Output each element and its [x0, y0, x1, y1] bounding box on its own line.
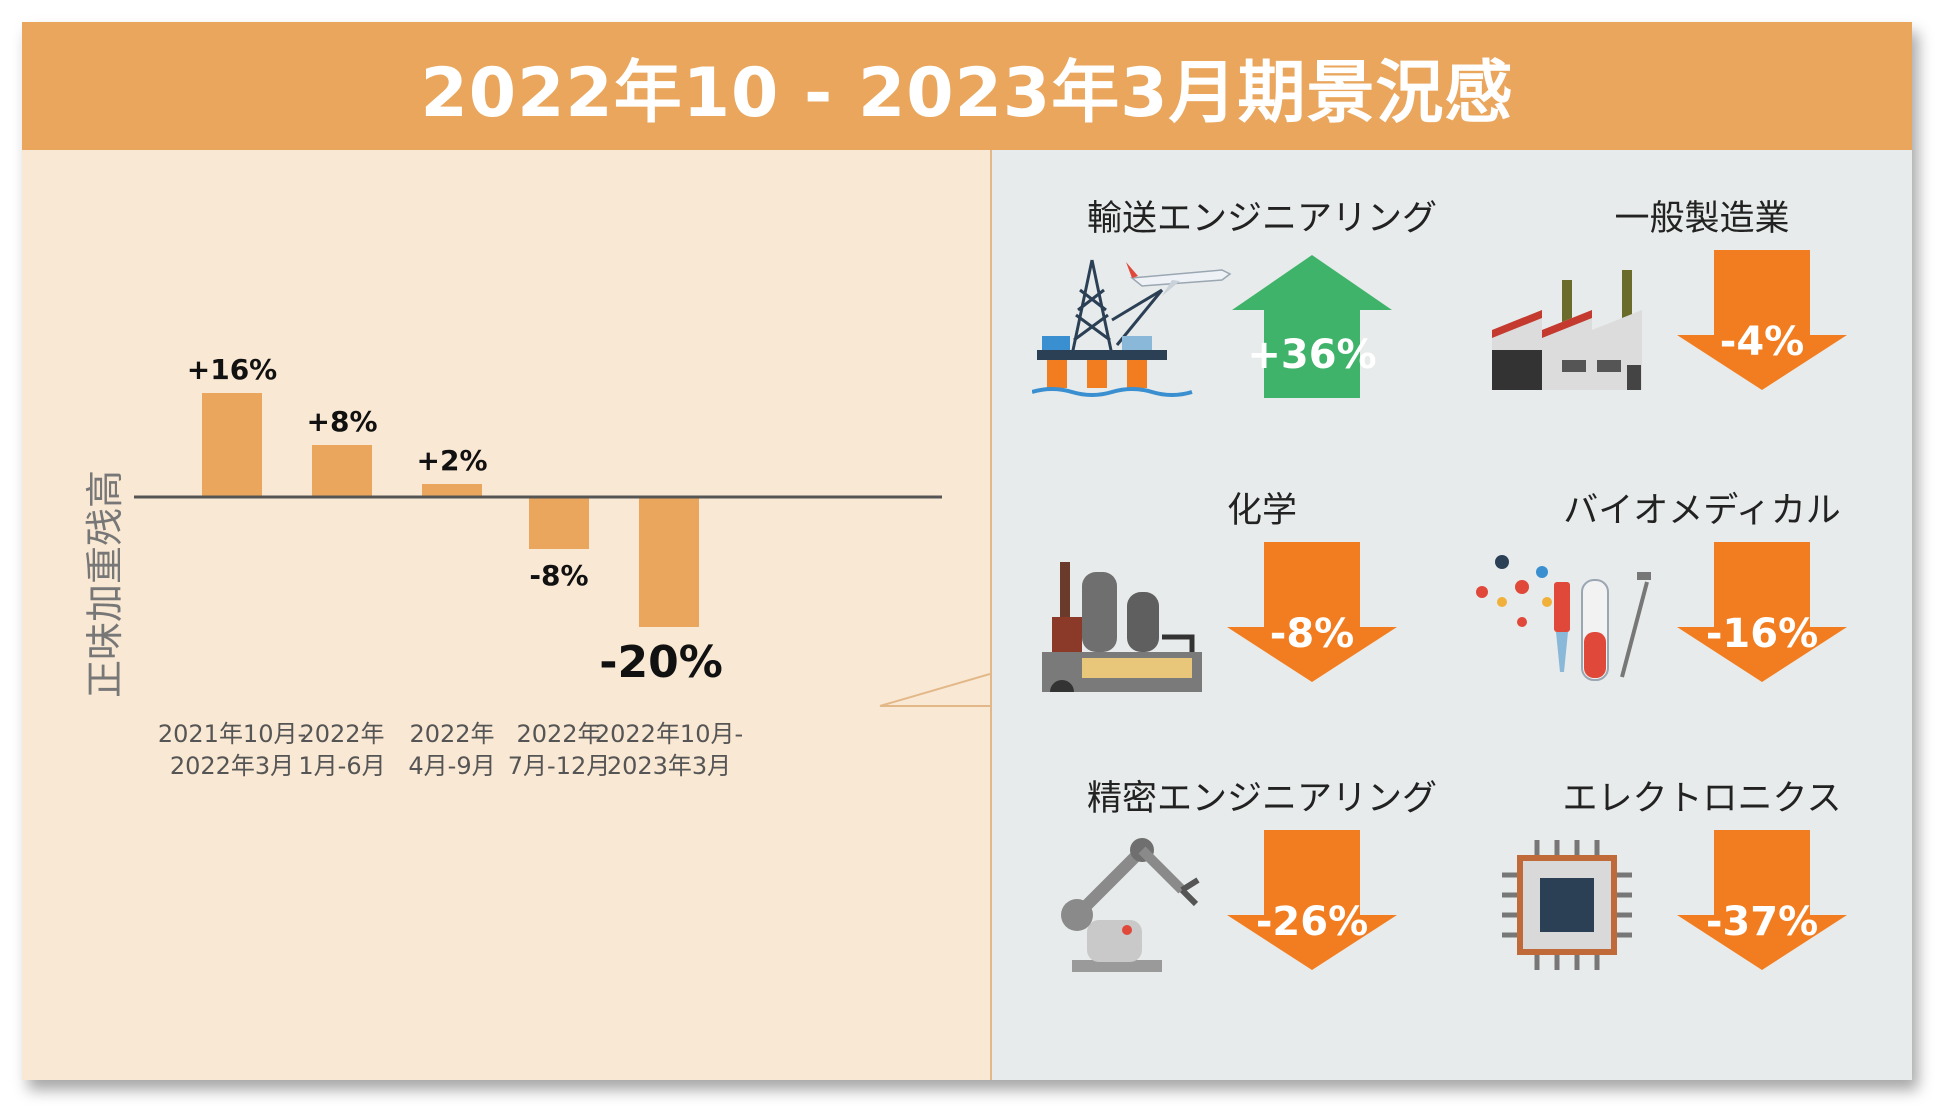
- category-label: 2022年10月-: [595, 720, 743, 748]
- category-label: 2022年: [409, 720, 494, 748]
- page-title: 2022年10 - 2023年3月期景況感: [420, 53, 1514, 133]
- industry-chemical: 化学 -8%: [1032, 482, 1492, 772]
- category-label: 2021年10月-: [158, 720, 306, 748]
- industry-name: 一般製造業: [1614, 199, 1790, 239]
- bar: [639, 497, 699, 627]
- chemical-plant-icon: [1042, 562, 1202, 692]
- industry-biomedical: バイオメディカル -16%: [1472, 482, 1932, 772]
- bar-series: [202, 393, 699, 627]
- bar-chart: +16%+8%+2%-8%-20% 2021年10月-2022年3月2022年1…: [83, 353, 990, 780]
- infographic-card: 2022年10 - 2023年3月期景況感 +16% +8% +2% -8% -20% …: [22, 22, 1912, 1080]
- industry-name: エレクトロニクス: [1562, 779, 1842, 819]
- down-arrow-icon: -16%: [1677, 542, 1847, 682]
- industry-name: 輸送エンジニアリング: [1086, 199, 1437, 239]
- down-arrow-icon: -8%: [1227, 542, 1397, 682]
- data-label: -20%: [599, 637, 723, 688]
- industry-value: -26%: [1256, 899, 1368, 945]
- industry-value: +36%: [1247, 332, 1376, 378]
- down-arrow-icon: -4%: [1677, 250, 1847, 390]
- category-label: 2022年: [516, 720, 601, 748]
- down-arrow-icon: -37%: [1677, 830, 1847, 970]
- data-labels: +16% +8% +2% -8% -20%: [187, 353, 723, 688]
- data-label: +2%: [417, 444, 488, 477]
- oil-rig-and-airplane-icon: [1032, 259, 1232, 397]
- up-arrow-icon: +36%: [1232, 255, 1392, 398]
- bar: [312, 445, 372, 497]
- industry-electronics: エレクトロニクス -37%: [1472, 770, 1932, 1060]
- data-label: -8%: [529, 559, 588, 592]
- data-label: +8%: [307, 405, 378, 438]
- bar: [422, 484, 482, 497]
- factory-icon: [1492, 270, 1642, 390]
- industry-general-manufacturing: 一般製造業 -4%: [1472, 190, 1932, 480]
- industry-name: 化学: [1226, 491, 1297, 531]
- test-tubes-syringe-icon: [1476, 555, 1651, 681]
- bar: [529, 497, 589, 549]
- category-labels: 2021年10月-2022年3月2022年1月-6月2022年4月-9月2022…: [158, 720, 743, 780]
- industry-value: -16%: [1706, 611, 1818, 657]
- industry-value: -8%: [1270, 611, 1355, 657]
- bar: [202, 393, 262, 497]
- header-banner: 2022年10 - 2023年3月期景況感: [22, 22, 1912, 150]
- industry-name: バイオメディカル: [1563, 491, 1841, 531]
- robot-arm-icon: [1061, 838, 1200, 972]
- industry-transport: 輸送エンジニアリング +36%: [1032, 190, 1492, 480]
- data-label: +16%: [187, 353, 277, 386]
- chart-panel: [22, 150, 990, 1080]
- industry-value: -4%: [1720, 319, 1805, 365]
- category-label: 2022年: [299, 720, 384, 748]
- category-label: 4月-9月: [408, 752, 495, 780]
- category-label: 2022年3月: [170, 752, 294, 780]
- category-label: 2023年3月: [607, 752, 731, 780]
- callout-pointer: [879, 673, 990, 707]
- category-label: 1月-6月: [298, 752, 385, 780]
- industry-name: 精密エンジニアリング: [1086, 779, 1437, 819]
- microchip-icon: [1502, 840, 1632, 970]
- category-label: 7月-12月: [508, 752, 610, 780]
- industry-value: -37%: [1706, 899, 1818, 945]
- y-axis-label: 正味加重残高: [83, 470, 127, 698]
- down-arrow-icon: -26%: [1227, 830, 1397, 970]
- industry-precision-engineering: 精密エンジニアリング -26%: [1032, 770, 1492, 1060]
